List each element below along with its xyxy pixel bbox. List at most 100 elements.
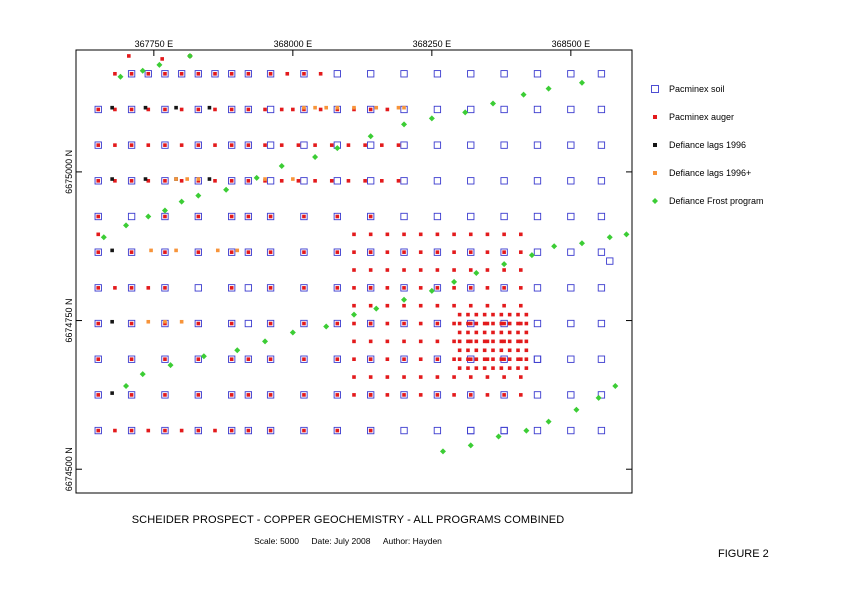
- data-point: [385, 339, 390, 344]
- data-point: [516, 357, 520, 362]
- data-point: [452, 321, 456, 326]
- data-point: [457, 312, 462, 317]
- data-point: [482, 330, 487, 335]
- data-point: [500, 391, 508, 399]
- data-point: [528, 252, 535, 259]
- data-point: [396, 105, 401, 110]
- data-point: [110, 319, 114, 324]
- data-point: [244, 355, 253, 363]
- data-point: [196, 428, 201, 433]
- data-point: [452, 393, 456, 397]
- data-point: [194, 284, 202, 292]
- data-point: [161, 177, 169, 185]
- data-point: [244, 248, 253, 256]
- data-point: [163, 143, 167, 147]
- data-point: [452, 232, 456, 237]
- data-point: [244, 426, 253, 435]
- data-point: [213, 179, 217, 183]
- data-point: [519, 286, 523, 290]
- data-point: [439, 448, 446, 455]
- data-point: [502, 321, 506, 326]
- data-point: [474, 330, 479, 335]
- data-point: [312, 154, 319, 161]
- data-point: [96, 428, 101, 433]
- data-point: [468, 321, 473, 326]
- data-point: [367, 141, 375, 149]
- data-point: [597, 248, 606, 256]
- data-point: [313, 179, 317, 183]
- data-point: [435, 375, 440, 379]
- data-point: [606, 234, 613, 241]
- data-point: [196, 357, 201, 362]
- data-point: [229, 428, 234, 433]
- data-point: [567, 355, 575, 363]
- legend-label: Pacminex soil: [669, 84, 725, 94]
- data-point: [396, 143, 401, 147]
- data-point: [500, 426, 508, 435]
- data-point: [296, 179, 301, 183]
- data-point: [578, 79, 585, 86]
- data-point: [567, 212, 575, 221]
- data-point: [402, 268, 406, 272]
- data-point: [96, 232, 101, 237]
- data-point: [474, 348, 479, 353]
- data-point: [352, 375, 356, 379]
- x-tick-label: 367750 E: [135, 39, 174, 49]
- data-point: [352, 357, 356, 362]
- data-point: [244, 391, 253, 399]
- data-point: [207, 177, 212, 181]
- legend-label: Pacminex auger: [669, 112, 734, 122]
- data-point: [313, 105, 317, 110]
- data-point: [516, 366, 520, 370]
- data-point: [194, 248, 202, 256]
- data-point: [174, 105, 178, 110]
- data-point: [500, 212, 508, 221]
- data-point: [502, 250, 506, 254]
- x-tick-label: 368500 E: [552, 39, 591, 49]
- data-point: [179, 428, 184, 433]
- data-point: [244, 212, 253, 221]
- data-point: [500, 248, 508, 256]
- data-point: [457, 357, 462, 362]
- data-point: [466, 357, 470, 362]
- data-point: [351, 311, 357, 318]
- data-point: [482, 339, 487, 344]
- data-point: [368, 339, 373, 344]
- chart-title: SCHEIDER PROSPECT - COPPER GEOCHEMISTRY …: [131, 514, 565, 526]
- data-point: [485, 339, 490, 344]
- data-point: [467, 212, 475, 221]
- data-point: [374, 105, 379, 110]
- data-point: [300, 319, 308, 328]
- data-point: [229, 214, 234, 219]
- data-point: [229, 107, 234, 112]
- data-point: [335, 357, 340, 362]
- data-point: [502, 268, 506, 272]
- data-point: [335, 428, 340, 433]
- data-point: [533, 355, 542, 363]
- data-point: [352, 303, 356, 308]
- data-point: [502, 303, 506, 308]
- data-point: [246, 143, 251, 147]
- data-point: [291, 107, 295, 112]
- data-point: [524, 330, 529, 335]
- data-point: [113, 286, 117, 290]
- data-point: [178, 198, 185, 205]
- data-point: [385, 232, 390, 237]
- data-point: [385, 107, 390, 112]
- data-point: [318, 107, 323, 112]
- data-point: [335, 214, 340, 219]
- data-point: [433, 177, 442, 185]
- data-point: [196, 393, 201, 397]
- data-point: [385, 303, 390, 308]
- data-point: [491, 312, 495, 317]
- data-point: [228, 212, 236, 221]
- data-point: [452, 268, 456, 272]
- data-point: [567, 391, 575, 399]
- author-text: Author: Hayden: [382, 536, 442, 546]
- data-point: [266, 426, 275, 435]
- data-point: [266, 70, 275, 78]
- data-point: [244, 284, 253, 292]
- data-point: [597, 141, 606, 149]
- data-point: [329, 179, 334, 183]
- data-point: [368, 107, 373, 112]
